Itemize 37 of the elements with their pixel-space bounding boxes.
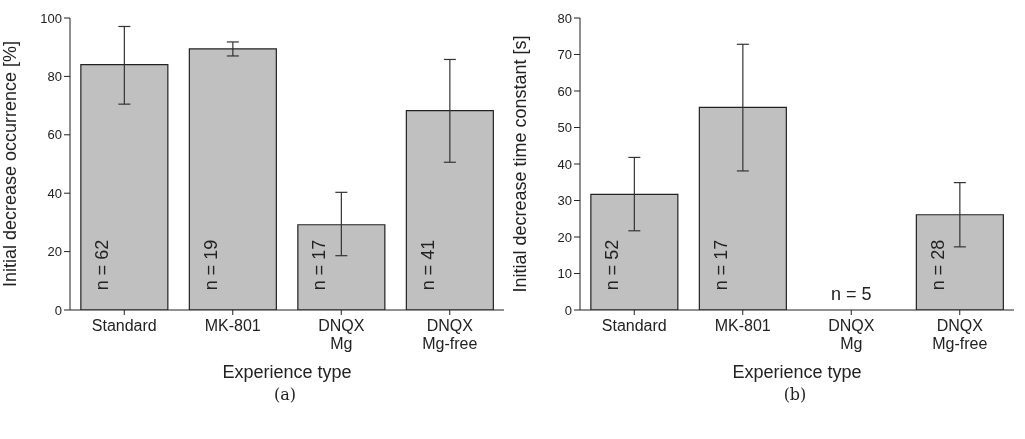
y-tick-label: 60 <box>47 127 62 143</box>
y-tick-label: 40 <box>557 156 572 172</box>
annotation: n = 17 <box>309 239 330 291</box>
annotation: n = 52 <box>602 239 623 291</box>
y-tick-label: 30 <box>557 193 572 209</box>
x-axis-title: Experience type <box>222 362 352 382</box>
y-tick-label: 80 <box>47 69 62 85</box>
x-tick-label: MK-801 <box>204 317 261 334</box>
x-tick-label: MK-801 <box>714 317 771 334</box>
y-tick-label: 40 <box>47 185 62 201</box>
x-tick-label: Standard <box>601 317 667 334</box>
y-tick-label: 0 <box>54 302 62 318</box>
y-tick-label: 60 <box>557 83 572 99</box>
y-tick-label: 20 <box>47 244 62 260</box>
y-axis-title: Initial decrease time constant [s] <box>510 35 531 293</box>
annotation: n = 17 <box>710 239 731 291</box>
y-tick-label: 100 <box>40 10 62 26</box>
y-tick-label: 70 <box>557 47 572 63</box>
text: (a) <box>273 385 297 404</box>
y-tick-label: 50 <box>557 120 572 136</box>
x-tick-label: DNQX Mg-free <box>932 317 988 352</box>
y-tick-label: 80 <box>557 10 572 26</box>
annotation: n = 41 <box>417 239 438 291</box>
y-axis-title: Initial decrease occurrence [%] <box>0 40 21 288</box>
annotation: n = 5 <box>830 284 872 304</box>
annotation: n = 19 <box>200 239 221 291</box>
x-axis-title: Experience type <box>732 362 862 382</box>
x-tick-label: DNQX Mg-free <box>422 317 478 352</box>
annotation: n = 28 <box>927 239 948 291</box>
y-tick-label: 20 <box>557 229 572 245</box>
text: (b) <box>782 385 808 404</box>
x-tick-label: DNQX Mg <box>318 317 365 352</box>
annotation: n = 62 <box>92 239 113 291</box>
y-tick-label: 0 <box>564 302 572 318</box>
x-tick-label: Standard <box>91 317 157 334</box>
x-tick-label: DNQX Mg <box>828 317 875 352</box>
y-tick-label: 10 <box>557 266 572 282</box>
